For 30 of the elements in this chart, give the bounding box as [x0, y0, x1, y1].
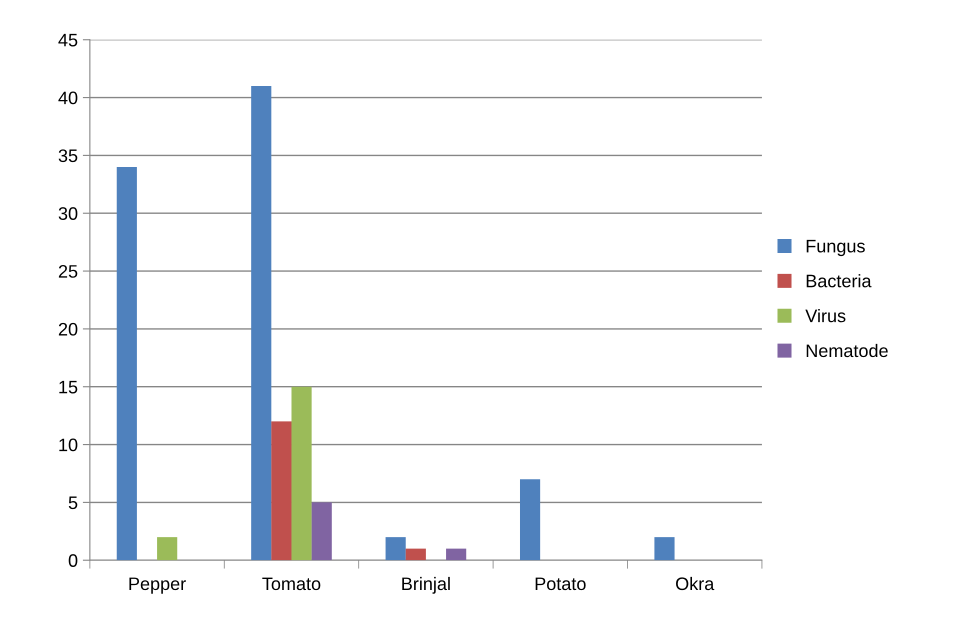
y-tick-label: 15: [59, 380, 78, 394]
bar: [406, 548, 426, 560]
x-tick-label: Tomato: [262, 578, 320, 590]
bar: [291, 386, 312, 560]
bar: [312, 502, 332, 560]
y-tick-label: 35: [58, 149, 78, 162]
bar: [654, 537, 675, 560]
y-tick-label: 0: [68, 554, 78, 567]
bar: [446, 548, 466, 560]
y-tick-label: 30: [58, 207, 78, 220]
x-tick-label: Pepper: [129, 578, 186, 594]
legend-label: Nematode: [806, 344, 888, 358]
y-tick-label: 45: [58, 34, 78, 46]
bar: [271, 421, 292, 560]
y-tick-label: 20: [58, 322, 78, 336]
x-tick-label: Brinjal: [402, 576, 450, 594]
bar: [520, 479, 540, 560]
bar: [157, 537, 178, 560]
y-tick-label: 5: [68, 496, 78, 510]
bar: [251, 86, 272, 560]
bar: [386, 537, 406, 560]
legend-label: Fungus: [806, 240, 865, 256]
legend-label: Virus: [805, 309, 846, 322]
y-tick-label: 10: [59, 438, 78, 452]
y-tick-label: 40: [58, 92, 78, 104]
x-tick-label: Potato: [536, 578, 586, 590]
y-tick-label: 25: [58, 265, 78, 278]
bar: [116, 166, 137, 560]
legend-label: Bacteria: [806, 274, 872, 288]
x-tick-label: Okra: [676, 576, 714, 590]
